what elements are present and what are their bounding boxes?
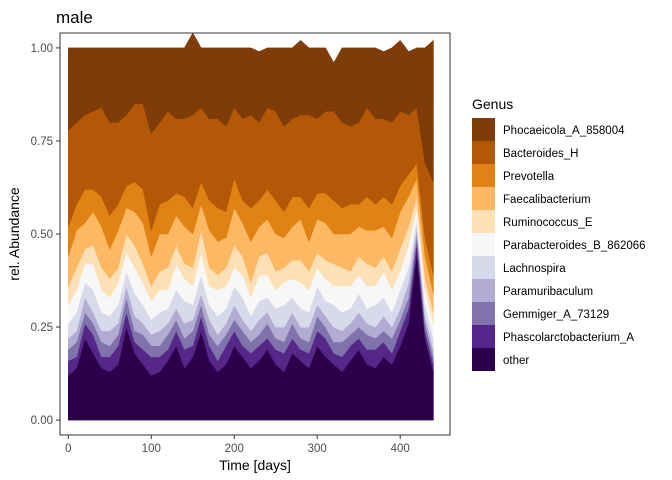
y-axis: 0.00 0.25 0.50 0.75 1.00 (31, 43, 60, 427)
legend-key (472, 233, 495, 256)
y-tick-label: 0.00 (31, 415, 53, 427)
legend-label: other (503, 355, 529, 367)
y-axis-label: rel. Abundance (6, 187, 22, 281)
legend-label: Ruminococcus_E (503, 217, 593, 229)
legend-label: Bacteroides_H (503, 148, 578, 160)
y-tick-label: 0.50 (31, 229, 53, 241)
legend-key (472, 302, 495, 325)
legend-label: Lachnospira (503, 263, 566, 275)
stacked-areas (68, 32, 434, 421)
legend-key (472, 164, 495, 187)
legend: Genus Phocaeicola_A_858004 Bacteroides_H P… (472, 96, 646, 371)
legend-label: Prevotella (503, 171, 555, 183)
x-tick-label: 300 (308, 443, 327, 455)
legend-label: Paramuribaculum (503, 286, 593, 298)
legend-key (472, 210, 495, 233)
y-tick-label: 1.00 (31, 43, 53, 55)
legend-label: Faecalibacterium (503, 194, 591, 206)
x-axis-label: Time [days] (219, 457, 291, 473)
legend-key (472, 141, 495, 164)
legend-key (472, 348, 495, 371)
legend-key (472, 256, 495, 279)
x-tick-label: 400 (391, 443, 410, 455)
legend-key (472, 118, 495, 141)
y-tick-label: 0.75 (31, 136, 53, 148)
legend-label: Gemmiger_A_73129 (503, 309, 609, 321)
legend-label: Parabacteroides_B_862066 (503, 240, 646, 252)
legend-key (472, 187, 495, 210)
x-tick-label: 200 (225, 443, 244, 455)
x-tick-label: 0 (65, 443, 71, 455)
legend-key (472, 279, 495, 302)
x-axis: 0 100 200 300 400 (65, 435, 410, 455)
legend-label: Phascolarctobacterium_A (503, 332, 634, 344)
chart-title: male (56, 8, 93, 27)
legend-title: Genus (472, 96, 513, 112)
legend-label: Phocaeicola_A_858004 (503, 125, 625, 137)
x-tick-label: 100 (142, 443, 161, 455)
y-tick-label: 0.25 (31, 322, 53, 334)
legend-key (472, 325, 495, 348)
